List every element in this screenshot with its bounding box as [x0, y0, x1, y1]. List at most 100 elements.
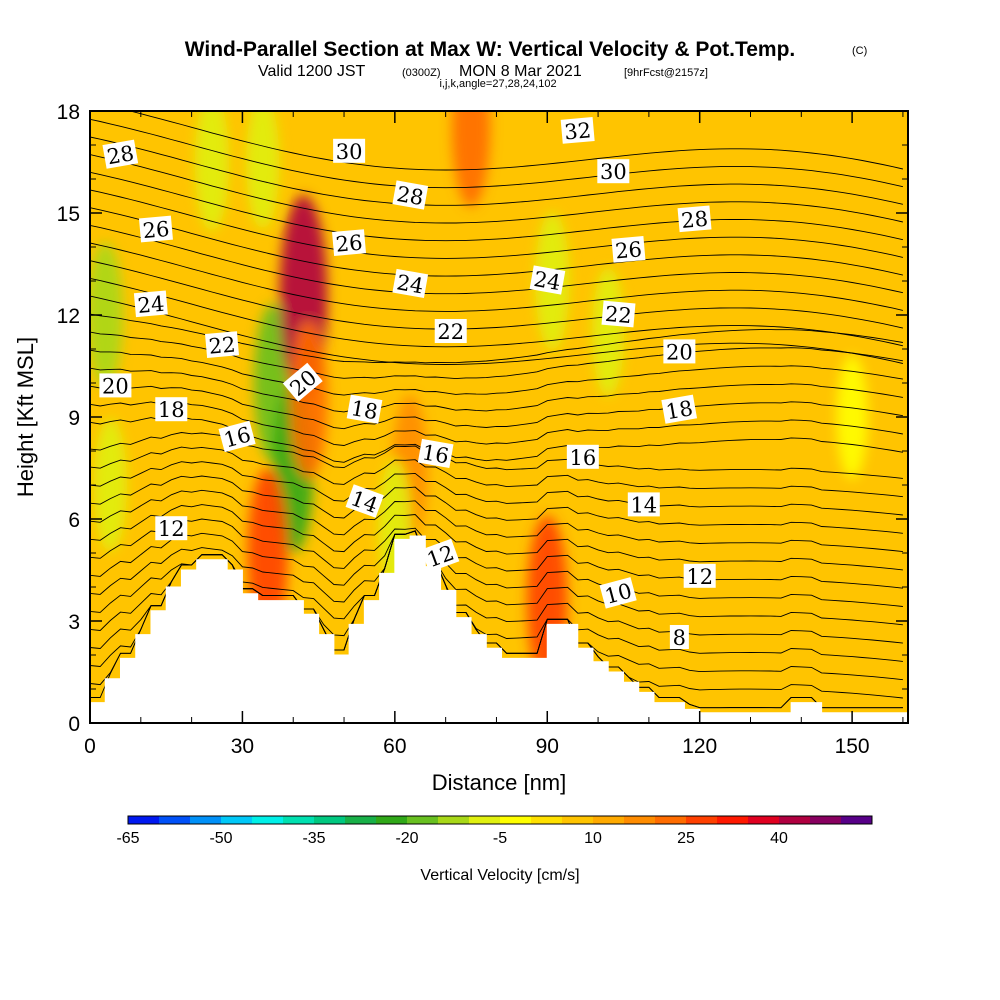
colorbar-swatch [407, 816, 439, 824]
isentrope-line-11 [90, 475, 903, 534]
contour-label-9: 30 [333, 138, 366, 164]
isentrope-line-33 [128, 111, 903, 171]
isentrope-line-32 [90, 118, 903, 189]
colorbar-tick-label: -35 [302, 830, 325, 847]
colorbar-swatch [500, 816, 532, 824]
contour-label-text: 22 [604, 302, 633, 328]
contour-label-text: 24 [137, 292, 166, 318]
isentrope-line-31 [90, 136, 903, 206]
contour-label-text: 30 [600, 160, 627, 184]
contour-label-28: 12 [683, 563, 716, 589]
contour-label-text: 12 [158, 517, 185, 541]
contour-label-20: 28 [677, 205, 712, 233]
contour-label-text: 30 [336, 140, 363, 164]
contour-label-box [434, 319, 467, 343]
contour-label-text: 16 [420, 440, 450, 468]
contour-label-box [282, 362, 323, 402]
colorbar-tick-label: -50 [209, 830, 232, 847]
colorbar-swatch [221, 816, 253, 824]
contour-label-box [392, 180, 429, 210]
isentrope-line-23 [90, 277, 903, 348]
contour-label-12: 24 [392, 268, 429, 299]
contour-label-box [138, 215, 173, 243]
contour-label-box [627, 492, 660, 517]
contour-label-box [333, 138, 366, 163]
contour-label-27: 14 [627, 492, 660, 517]
contour-label-box [669, 625, 689, 649]
isentrope-line-5 [90, 530, 903, 644]
contour-label-box [560, 117, 595, 144]
contour-label-box [611, 236, 646, 263]
colorbar-swatch [314, 816, 346, 824]
colorbar-swatch [624, 816, 656, 824]
colorbar-swatch [655, 816, 687, 824]
isentrope-line-19 [90, 349, 903, 396]
isentrope-line-26 [90, 224, 903, 295]
contour-label-box [218, 420, 256, 453]
contour-label-3: 22 [205, 331, 239, 359]
velocity-cell-1 [93, 418, 127, 552]
colorbar-tick-label: -20 [395, 830, 418, 847]
contour-label-15: 16 [417, 438, 454, 469]
colorbar-swatch [810, 816, 842, 824]
isentrope-line-6 [90, 530, 903, 626]
chart-title: Wind-Parallel Section at Max W: Vertical… [185, 38, 796, 61]
colorbar-swatch [593, 816, 625, 824]
contour-label-10: 28 [392, 180, 429, 210]
isentrope-line-8 [90, 518, 903, 589]
isentrope-line-29 [90, 171, 903, 242]
contour-label-text: 22 [208, 332, 237, 358]
velocity-cell-7 [289, 321, 328, 479]
colorbar-swatch [283, 816, 315, 824]
contour-label-23: 22 [601, 300, 636, 328]
contour-label-box [529, 265, 566, 295]
contour-label-box [205, 331, 239, 358]
isentrope-line-18 [90, 367, 903, 413]
contour-label-box [102, 139, 139, 169]
contour-label-text: 18 [158, 398, 185, 422]
grid-index-label: i,j,k,angle=27,28,24,102 [439, 78, 556, 90]
contour-label-text: 28 [680, 207, 709, 233]
contour-labels: 28 26 24 22 20 18 16 12 20 30 28 26 24 22 18 16 14 12 32 30… [99, 117, 716, 650]
contour-label-box [566, 444, 599, 469]
colorbar-tick-label: 40 [770, 830, 788, 847]
contour-label-11: 26 [332, 229, 367, 257]
contour-label-7: 12 [155, 516, 188, 541]
contour-label-text: 14 [630, 493, 657, 517]
x-tick-label: 60 [383, 735, 406, 758]
velocity-cell-2 [194, 111, 229, 232]
valid-utc-label: (0300Z) [402, 67, 441, 79]
contour-label-box [683, 563, 716, 588]
colorbar-swatch [717, 816, 749, 824]
contour-label-text: 8 [673, 626, 686, 650]
contour-label-box [133, 290, 168, 318]
contour-label-25: 18 [661, 394, 698, 424]
contour-label-box [599, 577, 637, 609]
contour-label-18: 32 [560, 117, 595, 145]
contour-label-text: 26 [614, 237, 643, 263]
velocity-cell-4 [246, 111, 280, 229]
contour-label-box [346, 394, 383, 424]
isentrope-line-7 [90, 530, 903, 607]
contour-label-26: 16 [566, 444, 599, 470]
valid-date-label: MON 8 Mar 2021 [459, 63, 582, 80]
colorbar-swatch [159, 816, 191, 824]
isentrope-line-16 [90, 401, 903, 446]
y-tick-label: 15 [57, 203, 80, 226]
terrain-profile [90, 535, 908, 723]
contour-label-text: 16 [569, 446, 596, 470]
contour-label-text: 18 [349, 396, 379, 424]
colorbar-swatch [252, 816, 284, 824]
contour-label-box [155, 397, 188, 422]
contour-label-24: 20 [663, 339, 696, 364]
colorbar-swatch [438, 816, 470, 824]
contour-label-text: 18 [664, 396, 694, 424]
colorbar-swatch [128, 816, 160, 824]
colorbar-swatch [686, 816, 718, 824]
colorbar-title: Vertical Velocity [cm/s] [420, 867, 579, 884]
isentrope-line-24 [90, 260, 903, 330]
contour-label-box [345, 484, 384, 518]
colorbar-swatch [345, 816, 377, 824]
contour-label-text: 28 [105, 141, 135, 169]
